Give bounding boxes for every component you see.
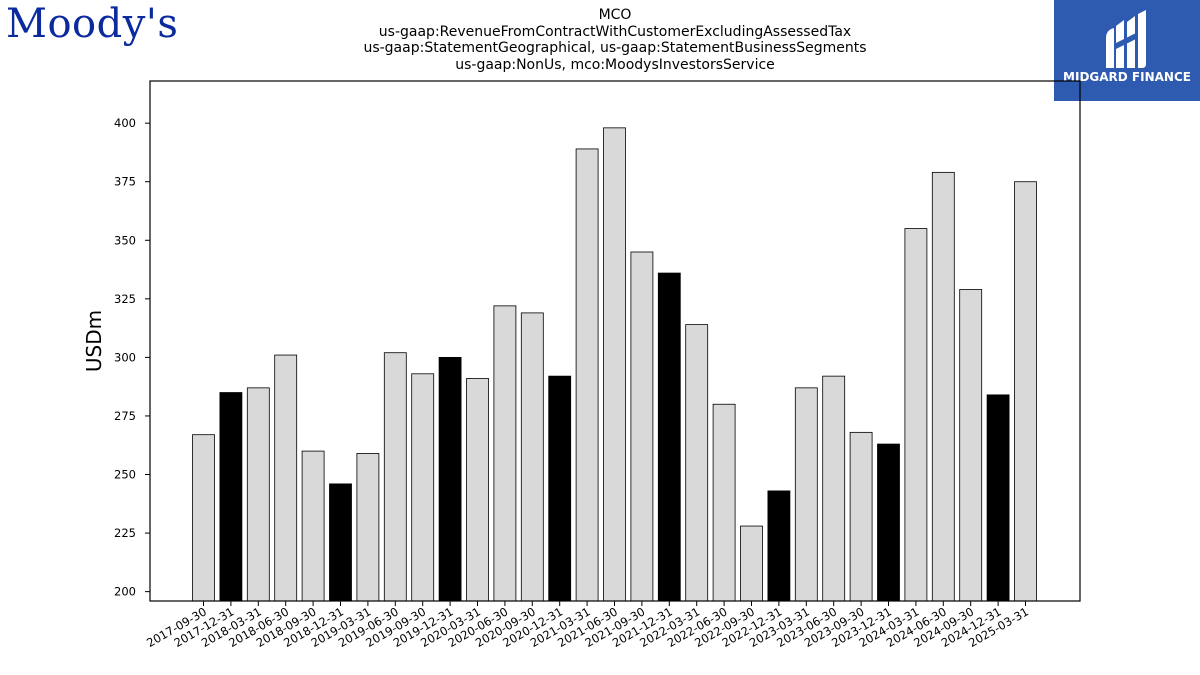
y-tick-label: 275 xyxy=(114,409,136,423)
bar-2019-09-30 xyxy=(411,373,435,602)
title-line-concept: us-gaap:RevenueFromContractWithCustomerE… xyxy=(378,23,852,40)
bar-2021-06-30 xyxy=(603,127,626,602)
bar-2022-09-30 xyxy=(740,525,763,602)
bar-2020-03-31 xyxy=(466,378,489,602)
bar-2022-03-31 xyxy=(685,324,709,602)
bar-2023-09-30 xyxy=(849,431,873,602)
bar-2023-06-30 xyxy=(822,375,846,602)
title-line-members: us-gaap:NonUs, mco:MoodysInvestorsServic… xyxy=(455,56,775,73)
bar-2021-03-31 xyxy=(575,148,599,602)
midgard-finance-logo: MIDGARD FINANCE xyxy=(1054,0,1200,101)
x-axis: 2017-09-302017-12-312018-03-312018-06-30… xyxy=(144,601,1031,650)
bar-2019-06-30 xyxy=(383,352,407,602)
bar-2018-06-30 xyxy=(274,354,298,602)
y-tick-label: 400 xyxy=(114,116,136,130)
bar-2020-12-31 xyxy=(548,375,572,602)
bar-2018-09-30 xyxy=(301,450,325,602)
bar-2018-03-31 xyxy=(246,387,270,602)
bar-2025-03-31 xyxy=(1014,181,1037,602)
title-line-ticker: MCO xyxy=(598,7,632,23)
y-tick-label: 200 xyxy=(114,585,136,599)
y-axis-label: USDm xyxy=(82,310,106,372)
bar-2022-06-30 xyxy=(712,403,736,602)
bar-2024-12-31 xyxy=(986,394,1010,602)
title-line-axes: us-gaap:StatementGeographical, us-gaap:S… xyxy=(363,40,867,56)
bar-2021-09-30 xyxy=(630,251,654,602)
y-tick-label: 325 xyxy=(114,292,136,306)
bar-2024-03-31 xyxy=(904,228,928,602)
y-tick-label: 300 xyxy=(114,350,136,364)
y-tick-label: 250 xyxy=(114,468,136,482)
y-tick-label: 375 xyxy=(114,175,136,189)
bar-2020-09-30 xyxy=(520,312,544,602)
bar-2020-06-30 xyxy=(493,305,517,602)
bar-2023-03-31 xyxy=(794,387,818,602)
plot-frame xyxy=(149,80,1081,602)
bar-2018-12-31 xyxy=(329,483,352,602)
bar-2021-12-31 xyxy=(657,272,681,602)
moodys-logo: Moody's xyxy=(6,2,178,46)
chart-title: MCO us-gaap:RevenueFromContractWithCusto… xyxy=(300,7,930,73)
midgard-brand-text: MIDGARD FINANCE xyxy=(1063,70,1191,84)
midgard-mark-icon xyxy=(1106,10,1146,68)
y-axis: 200 225 250 275 300 325 350 375 400 xyxy=(114,116,150,599)
y-tick-label: 350 xyxy=(114,233,136,247)
bar-2019-03-31 xyxy=(356,453,380,602)
bar-2022-12-31 xyxy=(767,490,791,602)
bar-2017-12-31 xyxy=(219,392,243,602)
bars-group xyxy=(192,127,1037,602)
bar-2023-12-31 xyxy=(877,443,900,602)
bar-2024-09-30 xyxy=(959,289,983,602)
bar-2024-06-30 xyxy=(931,171,955,602)
moodys-logo-text: Moody's xyxy=(6,1,179,47)
bar-2017-09-30 xyxy=(192,434,215,602)
bar-2019-12-31 xyxy=(438,356,462,602)
y-tick-label: 225 xyxy=(114,526,136,540)
